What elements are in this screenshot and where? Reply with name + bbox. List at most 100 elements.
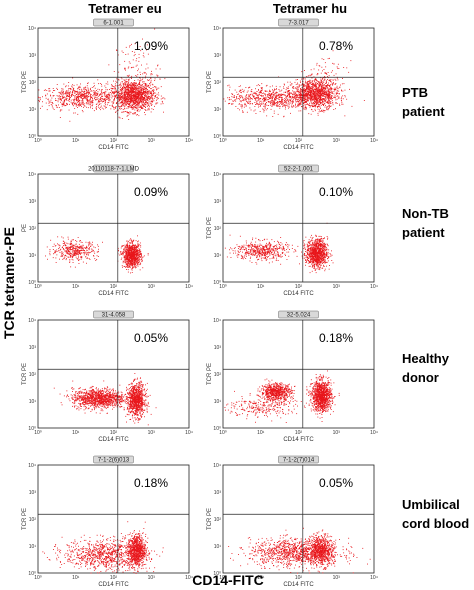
event-dot xyxy=(151,104,153,106)
event-dot xyxy=(321,83,323,85)
event-dot xyxy=(85,95,87,97)
event-dot xyxy=(59,252,61,253)
event-dot xyxy=(141,107,143,109)
event-dot xyxy=(300,91,302,93)
event-dot xyxy=(258,93,260,95)
event-dot xyxy=(130,254,132,255)
event-dot xyxy=(71,85,73,87)
event-dot xyxy=(43,89,45,91)
event-dot xyxy=(135,88,136,90)
event-dot xyxy=(149,97,151,99)
event-dot xyxy=(292,98,294,100)
event-dot xyxy=(280,94,282,96)
event-dot xyxy=(128,81,130,83)
event-dot xyxy=(259,111,261,112)
event-dot xyxy=(88,88,90,90)
event-dot xyxy=(107,96,109,98)
event-dot xyxy=(79,87,81,88)
event-dot xyxy=(317,95,319,96)
event-dot xyxy=(272,89,273,91)
event-dot xyxy=(262,99,263,101)
event-dot xyxy=(98,98,100,100)
event-dot xyxy=(131,67,133,68)
event-dot xyxy=(78,251,80,253)
event-dot xyxy=(53,253,54,255)
event-dot xyxy=(138,92,139,94)
event-dot xyxy=(71,246,73,248)
event-dot xyxy=(328,89,329,91)
event-dot xyxy=(96,255,98,257)
event-dot xyxy=(128,112,130,114)
event-dot xyxy=(60,93,62,94)
event-dot xyxy=(323,88,325,90)
event-dot xyxy=(81,95,82,96)
event-dot xyxy=(145,92,146,93)
event-dot xyxy=(95,94,97,96)
event-dot xyxy=(138,97,140,99)
event-dot xyxy=(153,90,154,92)
event-dot xyxy=(114,107,116,108)
event-dot xyxy=(270,95,272,97)
event-dot xyxy=(147,109,149,111)
event-dot xyxy=(131,90,132,92)
event-dot xyxy=(340,84,341,86)
event-dot xyxy=(132,243,133,245)
event-dot xyxy=(58,99,60,101)
event-dot xyxy=(252,103,253,105)
event-dot xyxy=(133,100,135,102)
event-dot xyxy=(90,102,92,104)
event-dot xyxy=(48,101,50,103)
event-dot xyxy=(81,102,83,103)
event-dot xyxy=(319,86,321,88)
event-dot xyxy=(324,91,325,93)
event-dot xyxy=(286,99,288,100)
event-dot xyxy=(245,97,247,99)
event-dot xyxy=(306,99,308,100)
event-dot xyxy=(299,94,300,95)
event-dot xyxy=(57,89,58,90)
event-dot xyxy=(111,85,113,87)
event-dot xyxy=(297,105,299,107)
event-dot xyxy=(274,96,276,98)
event-dot xyxy=(295,99,296,101)
event-dot xyxy=(314,78,316,80)
event-dot xyxy=(299,84,300,86)
event-dot xyxy=(124,87,126,89)
event-dot xyxy=(290,99,292,100)
event-dot xyxy=(318,89,320,90)
event-dot xyxy=(111,88,113,89)
event-dot xyxy=(274,99,276,101)
event-dot xyxy=(121,78,123,80)
event-dot xyxy=(125,96,126,98)
event-dot xyxy=(132,97,134,98)
event-dot xyxy=(310,93,312,95)
event-dot xyxy=(78,247,80,249)
event-dot xyxy=(317,73,319,75)
event-dot xyxy=(89,242,91,244)
event-dot xyxy=(155,95,157,97)
event-dot xyxy=(79,246,81,248)
event-dot xyxy=(123,99,125,101)
event-dot xyxy=(300,84,302,86)
event-dot xyxy=(140,96,142,98)
event-dot xyxy=(59,249,61,251)
event-dot xyxy=(61,104,63,105)
event-dot xyxy=(134,80,136,81)
event-dot xyxy=(324,90,326,91)
event-dot xyxy=(76,245,78,247)
event-dot xyxy=(304,70,305,71)
event-dot xyxy=(316,93,318,95)
event-dot xyxy=(89,241,91,243)
event-dot xyxy=(57,97,59,99)
event-dot xyxy=(270,93,272,95)
event-dot xyxy=(78,252,80,254)
event-dot xyxy=(134,85,135,87)
event-dot xyxy=(132,96,134,97)
event-dot xyxy=(256,94,258,96)
event-dot xyxy=(137,235,138,237)
event-dot xyxy=(317,93,319,95)
event-dot xyxy=(74,95,75,97)
event-dot xyxy=(299,92,301,93)
event-dot xyxy=(62,252,64,254)
event-dot xyxy=(103,108,105,110)
